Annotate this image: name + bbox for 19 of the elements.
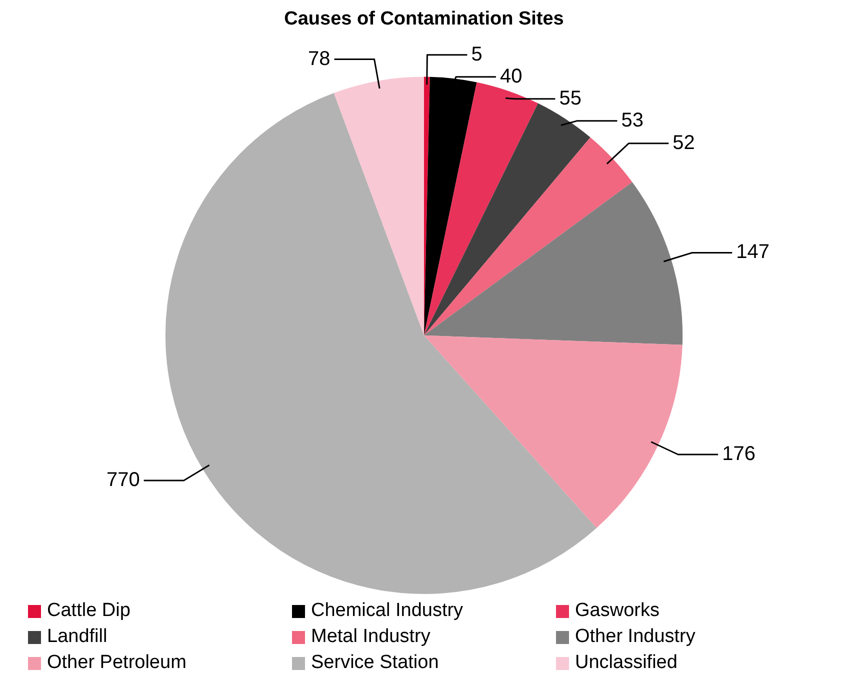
legend-label: Other Industry — [575, 626, 696, 648]
data-label: 770 — [106, 468, 140, 491]
data-label: 40 — [500, 65, 522, 88]
legend-label: Chemical Industry — [311, 600, 464, 622]
legend-label: Metal Industry — [311, 626, 430, 648]
data-label: 55 — [559, 87, 582, 110]
data-label: 78 — [308, 48, 330, 70]
legend-label: Other Petroleum — [47, 652, 186, 674]
legend-label: Cattle Dip — [47, 600, 130, 622]
chart-title: Causes of Contamination Sites — [284, 8, 564, 30]
data-label: 53 — [621, 109, 644, 132]
legend-label: Landfill — [47, 626, 108, 648]
legend-label: Service Station — [311, 652, 439, 674]
legend-label: Unclassified — [575, 652, 678, 674]
legend-label: Gasworks — [575, 600, 660, 622]
data-label: 5 — [471, 43, 482, 66]
data-label: 147 — [736, 241, 770, 264]
data-label: 52 — [672, 132, 695, 154]
data-label: 176 — [722, 443, 756, 466]
